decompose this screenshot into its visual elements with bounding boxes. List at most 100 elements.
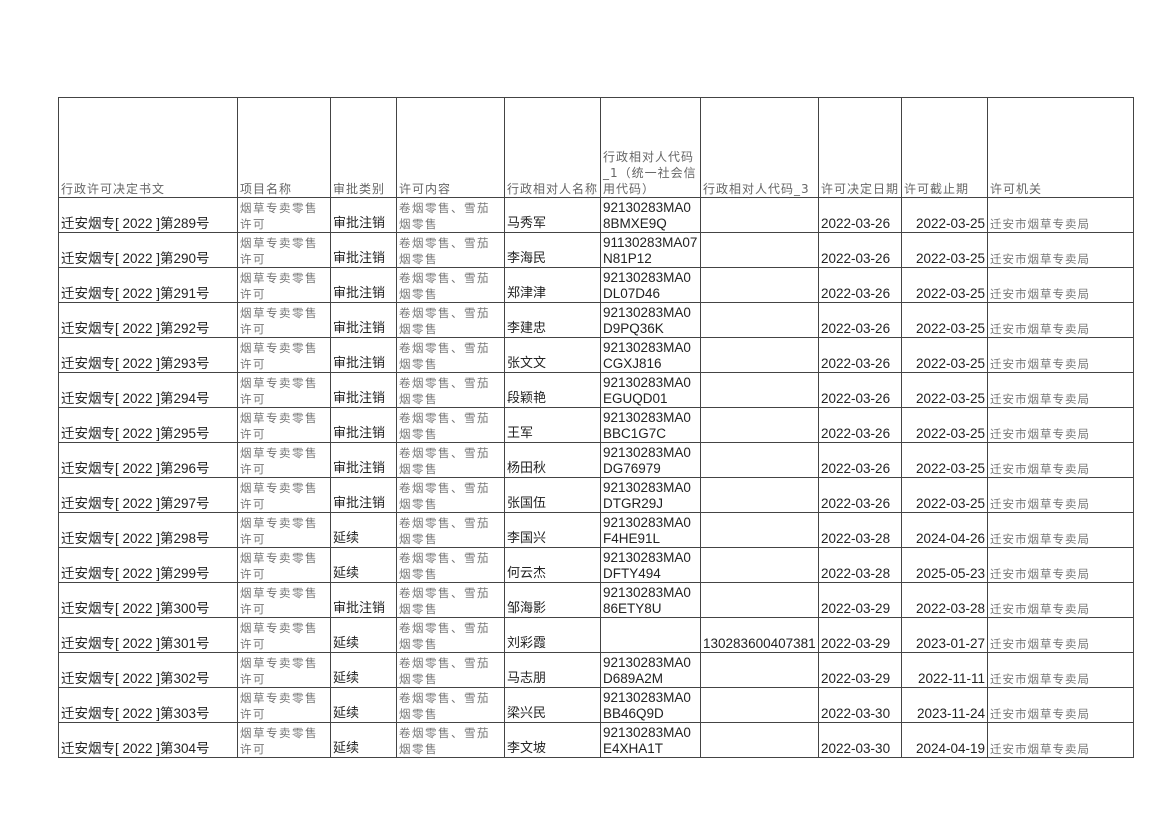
party-name: 马秀军 <box>503 197 602 233</box>
party-code-3 <box>700 197 820 233</box>
expiry-date: 2024-04-19 <box>901 722 989 758</box>
authority: 迁安市烟草专卖局 <box>987 407 1135 443</box>
license-content: 卷烟零售、雪茄烟零售 <box>396 687 505 723</box>
expiry-date: 2022-03-25 <box>901 372 989 408</box>
doc-number: 迁安烟专[ 2022 ]第300号 <box>58 582 238 618</box>
table-row: 迁安烟专[ 2022 ]第292号 烟草专卖零售许可 审批注销 卷烟零售、雪茄烟零售李… <box>58 302 1135 338</box>
table-row: 迁安烟专[ 2022 ]第289号 烟草专卖零售许可 审批注销 卷烟零售、雪茄烟零售马… <box>58 197 1135 233</box>
approval-type: 审批注销 <box>330 197 397 233</box>
license-content: 卷烟零售、雪茄烟零售 <box>396 337 505 373</box>
license-content: 卷烟零售、雪茄烟零售 <box>396 617 505 653</box>
party-name: 段颖艳 <box>503 372 602 408</box>
party-name: 张文文 <box>503 337 602 373</box>
authority: 迁安市烟草专卖局 <box>987 652 1135 688</box>
decision-date: 2022-03-28 <box>818 512 903 548</box>
approval-type: 审批注销 <box>330 302 397 338</box>
decision-date: 2022-03-30 <box>818 722 903 758</box>
doc-number: 迁安烟专[ 2022 ]第290号 <box>58 232 238 268</box>
table-row: 迁安烟专[ 2022 ]第300号 烟草专卖零售许可 审批注销 卷烟零售、雪茄烟零售邹… <box>58 582 1135 618</box>
decision-date: 2022-03-26 <box>818 302 903 338</box>
approval-type: 延续 <box>330 687 397 723</box>
table-row: 迁安烟专[ 2022 ]第299号 烟草专卖零售许可 延续 卷烟零售、雪茄烟零售 何云杰… <box>58 547 1135 583</box>
project-name: 烟草专卖零售许可 <box>237 197 331 233</box>
project-name: 烟草专卖零售许可 <box>237 652 331 688</box>
license-content: 卷烟零售、雪茄烟零售 <box>396 582 505 618</box>
table-row: 迁安烟专[ 2022 ]第295号 烟草专卖零售许可 审批注销 卷烟零售、雪茄烟零售王… <box>58 407 1135 443</box>
table-row: 迁安烟专[ 2022 ]第296号 烟草专卖零售许可 审批注销 卷烟零售、雪茄烟零售杨… <box>58 442 1135 478</box>
authority: 迁安市烟草专卖局 <box>987 197 1135 233</box>
project-name: 烟草专卖零售许可 <box>237 267 331 303</box>
table-row: 迁安烟专[ 2022 ]第298号 烟草专卖零售许可 延续 卷烟零售、雪茄烟零售 李国兴… <box>58 512 1135 548</box>
credit-code: 92130283MA0EGUQD01 <box>600 372 702 408</box>
doc-number: 迁安烟专[ 2022 ]第289号 <box>58 197 238 233</box>
project-name: 烟草专卖零售许可 <box>237 372 331 408</box>
table-row: 迁安烟专[ 2022 ]第294号 烟草专卖零售许可 审批注销 卷烟零售、雪茄烟零售段… <box>58 372 1135 408</box>
authority: 迁安市烟草专卖局 <box>987 547 1135 583</box>
doc-number: 迁安烟专[ 2022 ]第294号 <box>58 372 238 408</box>
doc-number: 迁安烟专[ 2022 ]第298号 <box>58 512 238 548</box>
credit-code <box>600 617 702 653</box>
table-row: 迁安烟专[ 2022 ]第297号 烟草专卖零售许可 审批注销 卷烟零售、雪茄烟零售张… <box>58 477 1135 513</box>
expiry-date: 2022-03-25 <box>901 302 989 338</box>
license-content: 卷烟零售、雪茄烟零售 <box>396 267 505 303</box>
credit-code: 92130283MA0DG76979 <box>600 442 702 478</box>
approval-type: 延续 <box>330 652 397 688</box>
credit-code: 92130283MA0CGXJ816 <box>600 337 702 373</box>
table-row: 迁安烟专[ 2022 ]第302号 烟草专卖零售许可 延续 卷烟零售、雪茄烟零售 马志朋… <box>58 652 1135 688</box>
doc-number: 迁安烟专[ 2022 ]第303号 <box>58 687 238 723</box>
party-code-3 <box>700 582 820 618</box>
expiry-date: 2025-05-23 <box>901 547 989 583</box>
doc-number: 迁安烟专[ 2022 ]第293号 <box>58 337 238 373</box>
table-row: 迁安烟专[ 2022 ]第291号 烟草专卖零售许可 审批注销 卷烟零售、雪茄烟零售郑… <box>58 267 1135 303</box>
credit-code: 92130283MA0BB46Q9D <box>600 687 702 723</box>
credit-code: 91130283MA07N81P12 <box>600 232 702 268</box>
table-row: 迁安烟专[ 2022 ]第303号 烟草专卖零售许可 延续 卷烟零售、雪茄烟零售 梁兴民… <box>58 687 1135 723</box>
approval-type: 审批注销 <box>330 337 397 373</box>
authority: 迁安市烟草专卖局 <box>987 442 1135 478</box>
doc-number: 迁安烟专[ 2022 ]第292号 <box>58 302 238 338</box>
expiry-date: 2023-01-27 <box>901 617 989 653</box>
license-content: 卷烟零售、雪茄烟零售 <box>396 197 505 233</box>
approval-type: 延续 <box>330 617 397 653</box>
project-name: 烟草专卖零售许可 <box>237 477 331 513</box>
license-content: 卷烟零售、雪茄烟零售 <box>396 407 505 443</box>
approval-type: 延续 <box>330 512 397 548</box>
doc-number: 迁安烟专[ 2022 ]第296号 <box>58 442 238 478</box>
authority: 迁安市烟草专卖局 <box>987 372 1135 408</box>
project-name: 烟草专卖零售许可 <box>237 547 331 583</box>
header-type: 审批类别 <box>330 97 397 198</box>
party-code-3 <box>700 407 820 443</box>
doc-number: 迁安烟专[ 2022 ]第301号 <box>58 617 238 653</box>
party-code-3 <box>700 442 820 478</box>
table-row: 迁安烟专[ 2022 ]第301号 烟草专卖零售许可 延续 卷烟零售、雪茄烟零售 刘彩霞… <box>58 617 1135 653</box>
expiry-date: 2022-03-25 <box>901 477 989 513</box>
license-content: 卷烟零售、雪茄烟零售 <box>396 722 505 758</box>
authority: 迁安市烟草专卖局 <box>987 232 1135 268</box>
header-content: 许可内容 <box>396 97 505 198</box>
party-name: 郑津津 <box>503 267 602 303</box>
license-table: 行政许可决定书文 项目名称 审批类别 许可内容 行政相对人名称 行政相对人代码_… <box>58 97 1135 758</box>
approval-type: 延续 <box>330 722 397 758</box>
party-code-3 <box>700 512 820 548</box>
approval-type: 审批注销 <box>330 407 397 443</box>
expiry-date: 2022-03-25 <box>901 407 989 443</box>
party-code-3 <box>700 302 820 338</box>
party-name: 刘彩霞 <box>503 617 602 653</box>
expiry-date: 2022-03-28 <box>901 582 989 618</box>
party-code-3 <box>700 232 820 268</box>
party-name: 李国兴 <box>503 512 602 548</box>
expiry-date: 2022-11-11 <box>901 652 989 688</box>
approval-type: 审批注销 <box>330 582 397 618</box>
party-name: 王军 <box>503 407 602 443</box>
party-code-3 <box>700 477 820 513</box>
license-content: 卷烟零售、雪茄烟零售 <box>396 477 505 513</box>
decision-date: 2022-03-28 <box>818 547 903 583</box>
project-name: 烟草专卖零售许可 <box>237 722 331 758</box>
doc-number: 迁安烟专[ 2022 ]第299号 <box>58 547 238 583</box>
license-content: 卷烟零售、雪茄烟零售 <box>396 652 505 688</box>
decision-date: 2022-03-26 <box>818 442 903 478</box>
authority: 迁安市烟草专卖局 <box>987 477 1135 513</box>
credit-code: 92130283MA0E4XHA1T <box>600 722 702 758</box>
doc-number: 迁安烟专[ 2022 ]第304号 <box>58 722 238 758</box>
decision-date: 2022-03-26 <box>818 477 903 513</box>
